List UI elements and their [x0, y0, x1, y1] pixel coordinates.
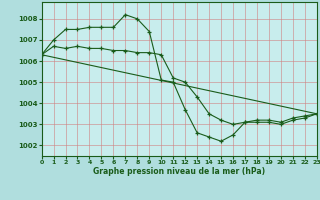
X-axis label: Graphe pression niveau de la mer (hPa): Graphe pression niveau de la mer (hPa): [93, 167, 265, 176]
